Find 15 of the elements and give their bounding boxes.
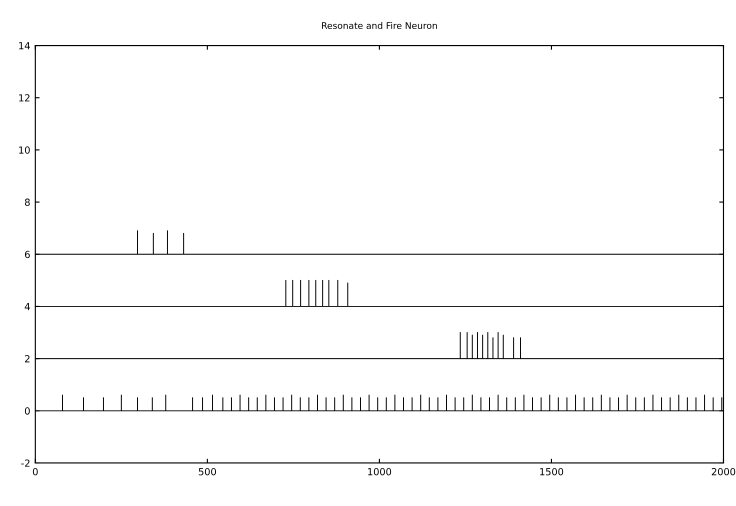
y-tick-label: 10 xyxy=(19,146,30,154)
x-tick-label: 500 xyxy=(198,468,216,476)
x-tick-label: 0 xyxy=(32,468,38,476)
y-tick-label: 0 xyxy=(24,407,30,415)
y-tick-label: -2 xyxy=(21,459,30,467)
y-tick-label: 8 xyxy=(24,198,30,206)
y-tick-label: 4 xyxy=(24,303,30,310)
x-tick-label: 1500 xyxy=(540,468,564,476)
y-tick-label: 2 xyxy=(24,355,30,362)
y-tick-label: 12 xyxy=(19,94,30,102)
chart-title: Resonate and Fire Neuron xyxy=(322,22,437,29)
x-tick-label: 2000 xyxy=(712,468,736,476)
x-tick-label: 1000 xyxy=(368,468,392,476)
y-tick-label: 6 xyxy=(24,250,30,258)
y-tick-label: 14 xyxy=(19,42,30,50)
